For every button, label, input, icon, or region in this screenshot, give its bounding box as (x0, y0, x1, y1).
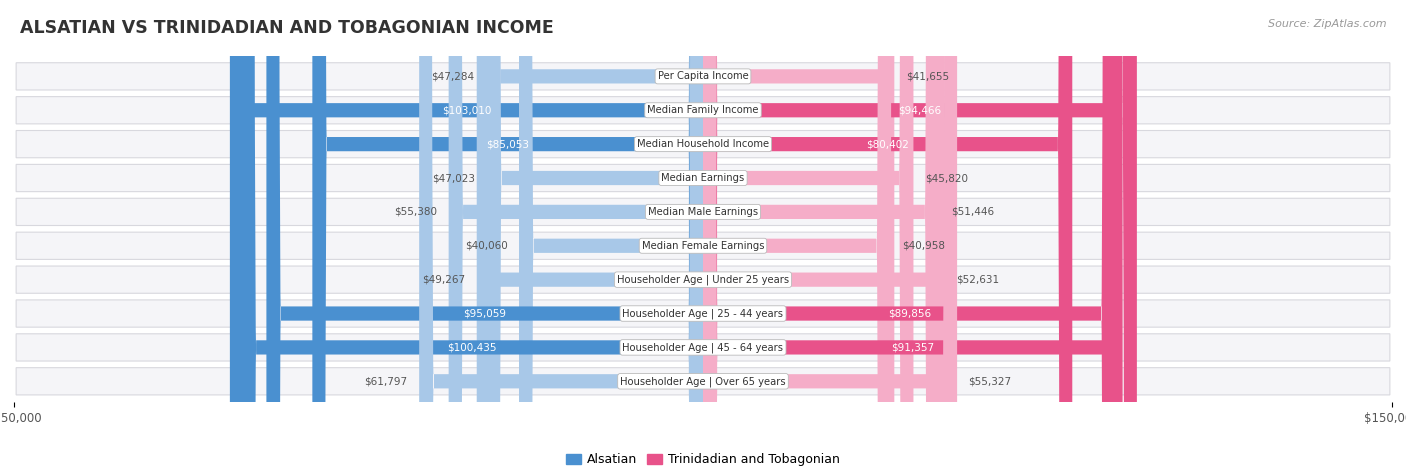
FancyBboxPatch shape (703, 0, 1116, 467)
FancyBboxPatch shape (477, 0, 703, 467)
FancyBboxPatch shape (703, 0, 1137, 467)
Text: $95,059: $95,059 (463, 309, 506, 318)
FancyBboxPatch shape (15, 334, 1391, 361)
Text: ALSATIAN VS TRINIDADIAN AND TOBAGONIAN INCOME: ALSATIAN VS TRINIDADIAN AND TOBAGONIAN I… (20, 19, 554, 37)
FancyBboxPatch shape (419, 0, 703, 467)
Legend: Alsatian, Trinidadian and Tobagonian: Alsatian, Trinidadian and Tobagonian (561, 448, 845, 467)
Text: $49,267: $49,267 (422, 275, 465, 285)
Text: Per Capita Income: Per Capita Income (658, 71, 748, 81)
Text: $41,655: $41,655 (905, 71, 949, 81)
Text: $100,435: $100,435 (447, 342, 498, 353)
Text: $61,797: $61,797 (364, 376, 408, 386)
FancyBboxPatch shape (15, 164, 1391, 191)
Text: $51,446: $51,446 (950, 207, 994, 217)
FancyBboxPatch shape (15, 368, 1391, 395)
Text: $55,380: $55,380 (394, 207, 437, 217)
FancyBboxPatch shape (15, 198, 1391, 226)
Text: $55,327: $55,327 (969, 376, 1012, 386)
FancyBboxPatch shape (519, 0, 703, 467)
FancyBboxPatch shape (15, 266, 1391, 293)
FancyBboxPatch shape (703, 0, 957, 467)
FancyBboxPatch shape (231, 0, 703, 467)
FancyBboxPatch shape (15, 300, 1391, 327)
FancyBboxPatch shape (15, 130, 1391, 158)
FancyBboxPatch shape (703, 0, 939, 467)
Text: $52,631: $52,631 (956, 275, 1000, 285)
FancyBboxPatch shape (15, 232, 1391, 259)
Text: $80,402: $80,402 (866, 139, 910, 149)
Text: Householder Age | 25 - 44 years: Householder Age | 25 - 44 years (623, 308, 783, 319)
Text: $40,958: $40,958 (903, 241, 946, 251)
Text: $47,284: $47,284 (432, 71, 474, 81)
FancyBboxPatch shape (242, 0, 703, 467)
Text: $94,466: $94,466 (898, 105, 942, 115)
FancyBboxPatch shape (15, 97, 1391, 124)
FancyBboxPatch shape (449, 0, 703, 467)
FancyBboxPatch shape (266, 0, 703, 467)
FancyBboxPatch shape (486, 0, 703, 467)
Text: Householder Age | Under 25 years: Householder Age | Under 25 years (617, 275, 789, 285)
Text: $40,060: $40,060 (465, 241, 508, 251)
FancyBboxPatch shape (703, 0, 1073, 467)
Text: $47,023: $47,023 (433, 173, 475, 183)
Text: $91,357: $91,357 (891, 342, 935, 353)
FancyBboxPatch shape (312, 0, 703, 467)
FancyBboxPatch shape (703, 0, 1122, 467)
FancyBboxPatch shape (15, 63, 1391, 90)
Text: $85,053: $85,053 (486, 139, 529, 149)
FancyBboxPatch shape (486, 0, 703, 467)
FancyBboxPatch shape (703, 0, 914, 467)
FancyBboxPatch shape (703, 0, 891, 467)
Text: Median Household Income: Median Household Income (637, 139, 769, 149)
Text: Source: ZipAtlas.com: Source: ZipAtlas.com (1268, 19, 1386, 28)
Text: Householder Age | 45 - 64 years: Householder Age | 45 - 64 years (623, 342, 783, 353)
FancyBboxPatch shape (703, 0, 894, 467)
Text: Median Family Income: Median Family Income (647, 105, 759, 115)
Text: Householder Age | Over 65 years: Householder Age | Over 65 years (620, 376, 786, 387)
Text: $103,010: $103,010 (441, 105, 491, 115)
Text: Median Male Earnings: Median Male Earnings (648, 207, 758, 217)
Text: Median Female Earnings: Median Female Earnings (641, 241, 765, 251)
Text: Median Earnings: Median Earnings (661, 173, 745, 183)
FancyBboxPatch shape (703, 0, 945, 467)
Text: $89,856: $89,856 (887, 309, 931, 318)
Text: $45,820: $45,820 (925, 173, 967, 183)
